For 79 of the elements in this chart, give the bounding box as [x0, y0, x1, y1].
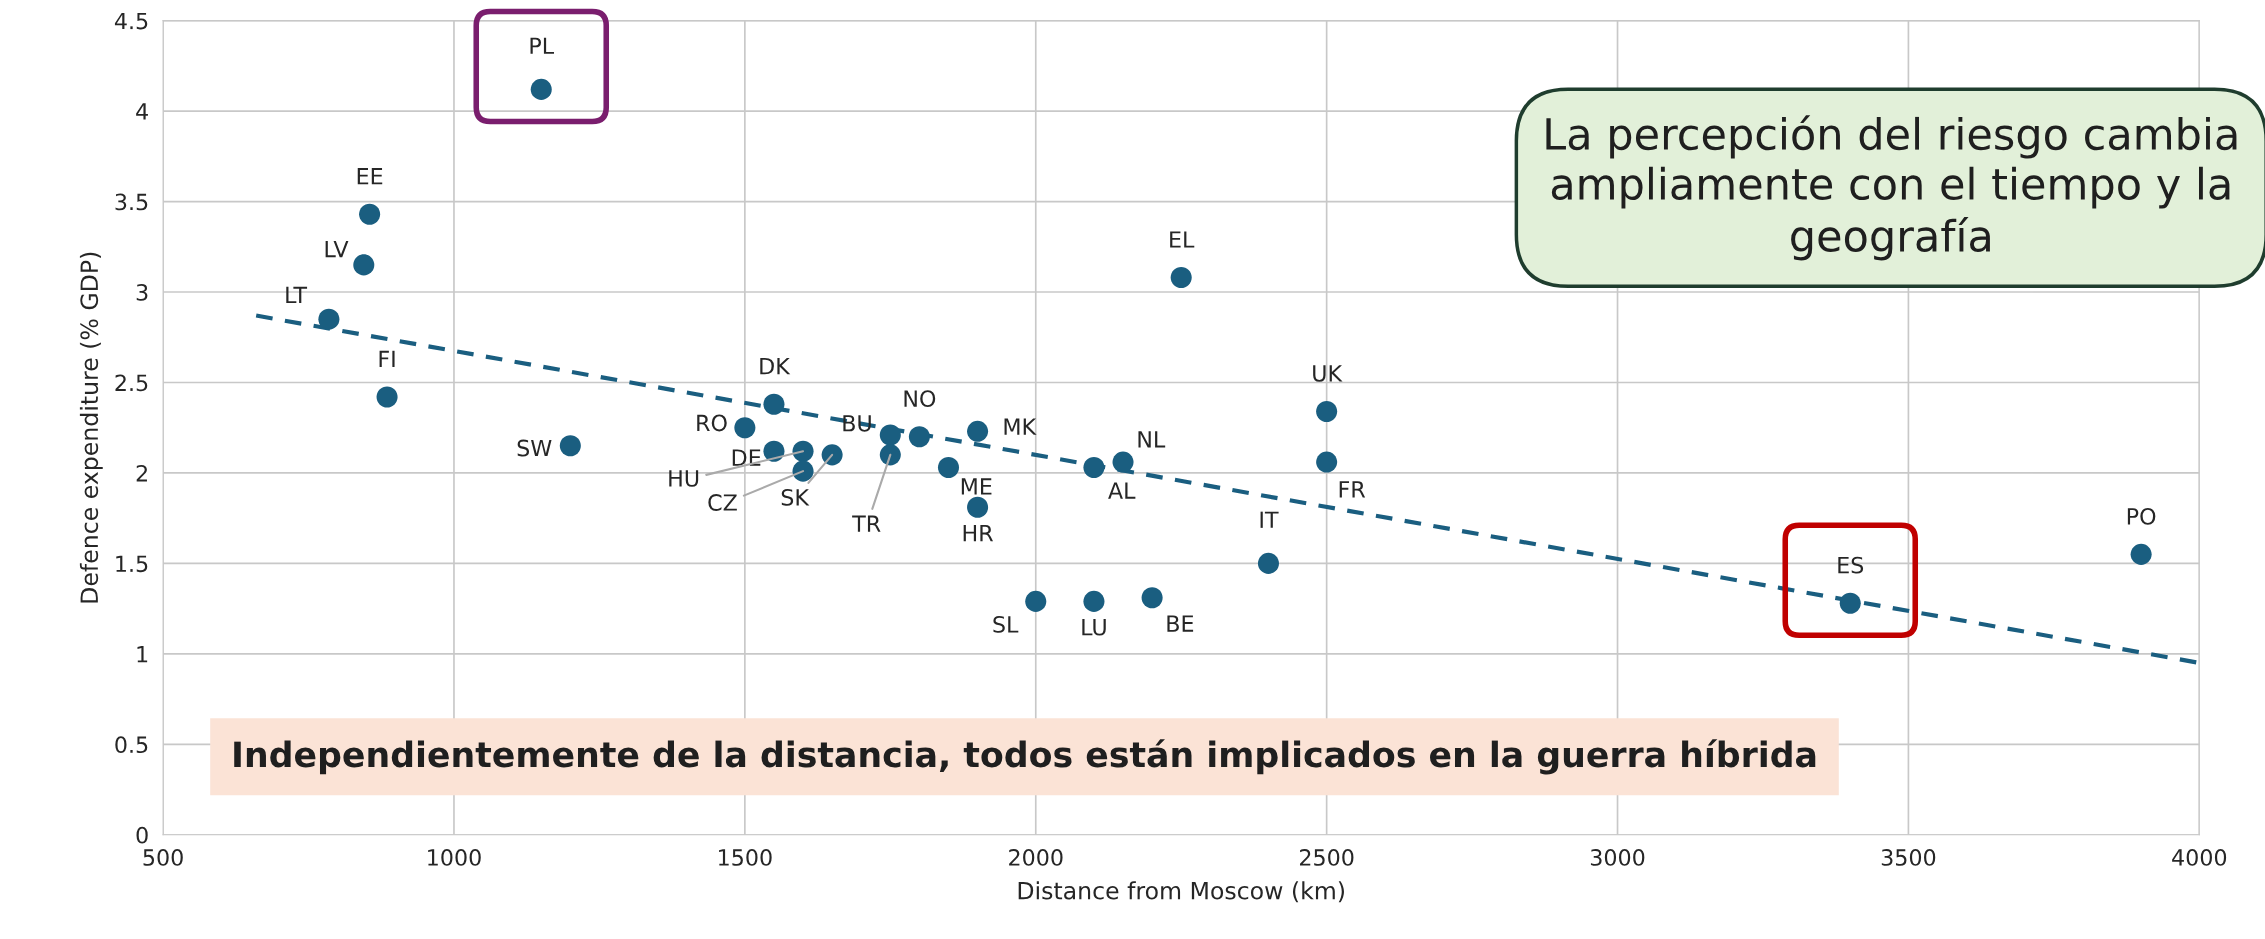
point: [763, 393, 785, 415]
annotation: ME: [961, 478, 992, 495]
annotation: TR: [852, 515, 881, 532]
y-axis-title: Defence expenditure (% GDP): [79, 252, 103, 603]
point: [1083, 590, 1105, 612]
x-axis-title: Distance from Moscow (km): [1018, 881, 1344, 903]
x-tick-label: 2000: [1009, 849, 1063, 866]
point: [908, 426, 930, 448]
point: [1316, 451, 1338, 473]
y-tick-label: 0.5: [115, 736, 148, 754]
point: [2130, 543, 2152, 565]
annotation: AL: [1108, 482, 1136, 499]
annotation: Independientemente de la distancia, todos están implicados en la guerra híbrida: [234, 739, 1816, 775]
point: [1839, 592, 1861, 614]
x-tick-label: 1000: [428, 849, 481, 866]
annotation: HU: [669, 470, 699, 487]
annotation: HR: [963, 525, 994, 542]
y-tick-label: 4.5: [114, 12, 148, 30]
annotation: LU: [1082, 619, 1106, 636]
annotation: NL: [1138, 431, 1166, 448]
annotation: DK: [760, 358, 791, 375]
y-tick-label: 2: [136, 464, 147, 482]
annotation: DE: [732, 449, 761, 466]
y-tick-label: 0: [136, 826, 148, 844]
annotation: PL: [530, 37, 555, 54]
point: [318, 308, 340, 330]
x-tick-label: 500: [143, 849, 183, 866]
annotation: SL: [993, 616, 1019, 633]
annotation: EE: [357, 168, 383, 185]
point: [734, 417, 756, 439]
point: [1316, 400, 1338, 422]
point: [937, 456, 960, 479]
annotation: ES: [1838, 556, 1864, 574]
annotation: NO: [904, 390, 936, 408]
annotation: La percepción del riesgo cambia ampliamente con el tiempo y la geografía: [1546, 115, 2237, 261]
annotation: LV: [325, 240, 349, 258]
y-tick-label: 1.5: [116, 555, 148, 573]
x-tick-label: 4000: [2172, 849, 2227, 866]
y-tick-label: 3: [136, 283, 148, 301]
point: [967, 420, 989, 442]
annotation: SK: [781, 488, 810, 506]
point: [792, 440, 814, 462]
annotation: FR: [1339, 481, 1366, 498]
point: [967, 496, 989, 518]
annotation: BU: [843, 415, 871, 432]
point: [821, 444, 843, 466]
point: [359, 203, 381, 225]
annotation: UK: [1313, 365, 1343, 382]
x-tick-label: 2500: [1299, 849, 1354, 866]
annotation: RO: [697, 414, 727, 432]
point: [559, 435, 581, 457]
x-tick-label: 3000: [1590, 849, 1645, 866]
point: [376, 386, 398, 408]
point: [530, 78, 552, 100]
point: [353, 254, 375, 276]
x-tick-label: 3500: [1881, 849, 1936, 866]
annotation: LT: [286, 286, 308, 304]
point: [1112, 451, 1134, 473]
annotation: EL: [1170, 231, 1195, 248]
y-tick-label: 1: [137, 646, 148, 663]
y-tick-label: 2.5: [115, 374, 148, 392]
annotation: IT: [1260, 511, 1279, 528]
y-tick-label: 4: [136, 103, 148, 120]
annotation: CZ: [708, 494, 737, 511]
point: [792, 460, 814, 482]
point: [879, 424, 901, 446]
point: [1257, 552, 1279, 574]
point: [1083, 456, 1105, 479]
annotation: FI: [379, 350, 395, 367]
point: [1025, 590, 1047, 612]
point: [879, 444, 901, 466]
annotation: SW: [517, 439, 552, 457]
annotation: MK: [1004, 418, 1037, 435]
annotation: PO: [2127, 507, 2156, 525]
x-tick-label: 1500: [719, 849, 772, 866]
annotation: BE: [1167, 615, 1194, 632]
y-tick-label: 3.5: [115, 193, 148, 211]
point: [1170, 267, 1192, 289]
point: [1141, 587, 1163, 609]
